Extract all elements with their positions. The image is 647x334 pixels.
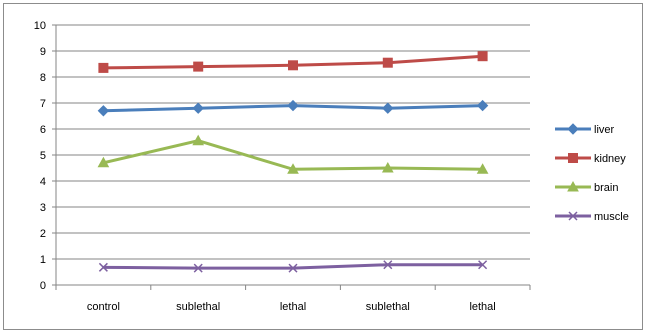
series-kidney — [98, 51, 488, 73]
y-tick-label: 3 — [40, 202, 46, 214]
data-point-brain — [287, 163, 299, 174]
data-point-muscle — [193, 263, 203, 273]
data-point-brain — [192, 134, 205, 146]
data-point-brain — [381, 161, 394, 173]
data-point-liver — [97, 105, 110, 117]
chart-frame — [3, 3, 643, 330]
data-point-kidney — [477, 51, 488, 62]
y-tick-label: 7 — [40, 98, 46, 110]
data-point-brain — [476, 163, 489, 174]
x-tick-label: control — [87, 301, 120, 313]
series-muscle — [98, 260, 488, 273]
y-tick-label: 5 — [40, 150, 46, 162]
legend-marker — [567, 180, 579, 192]
gridlines — [56, 24, 530, 260]
legend-marker — [567, 123, 579, 135]
y-tick-label: 9 — [40, 46, 46, 58]
series-brain — [97, 134, 489, 174]
data-point-muscle — [288, 263, 298, 273]
data-point-liver — [476, 99, 489, 112]
x-axis-ticks: control sublethal lethal sublethal lethal — [55, 285, 531, 313]
x-tick-label: sublethal — [366, 301, 410, 313]
y-tick-label: 4 — [40, 176, 46, 188]
data-point-liver — [287, 99, 299, 112]
x-tick-label: lethal — [469, 301, 495, 313]
data-point-kidney — [98, 62, 109, 73]
y-tick-label: 6 — [40, 124, 46, 136]
y-axis-ticks: 0 1 2 3 4 5 6 7 8 9 10 — [34, 20, 56, 292]
data-point-muscle — [98, 262, 108, 272]
legend-label: brain — [594, 182, 618, 194]
series-liver — [97, 99, 489, 117]
legend-marker — [568, 153, 578, 163]
legend-item-liver: liver — [555, 123, 615, 136]
y-tick-label: 8 — [40, 72, 46, 84]
legend-item-kidney: kidney — [555, 153, 626, 165]
y-tick-label: 2 — [40, 228, 46, 240]
legend-label: liver — [594, 124, 615, 136]
legend-item-muscle: muscle — [555, 211, 629, 223]
data-point-brain — [97, 156, 110, 168]
x-tick-label: sublethal — [176, 301, 220, 313]
legend-label: muscle — [594, 211, 629, 223]
data-point-liver — [382, 102, 394, 114]
legend: liver kidney brain muscle — [555, 123, 629, 223]
legend-item-brain: brain — [555, 180, 618, 194]
data-point-kidney — [382, 57, 393, 68]
y-tick-label: 1 — [40, 254, 46, 266]
legend-label: kidney — [594, 153, 626, 165]
x-tick-label: lethal — [280, 301, 306, 313]
data-point-muscle — [383, 260, 393, 270]
data-point-muscle — [478, 260, 488, 270]
data-point-kidney — [193, 61, 204, 72]
y-tick-label: 10 — [34, 20, 46, 32]
data-point-liver — [192, 102, 204, 114]
data-point-kidney — [288, 60, 298, 71]
y-tick-label: 0 — [40, 280, 46, 292]
series-group — [97, 51, 489, 273]
legend-marker — [568, 211, 578, 221]
